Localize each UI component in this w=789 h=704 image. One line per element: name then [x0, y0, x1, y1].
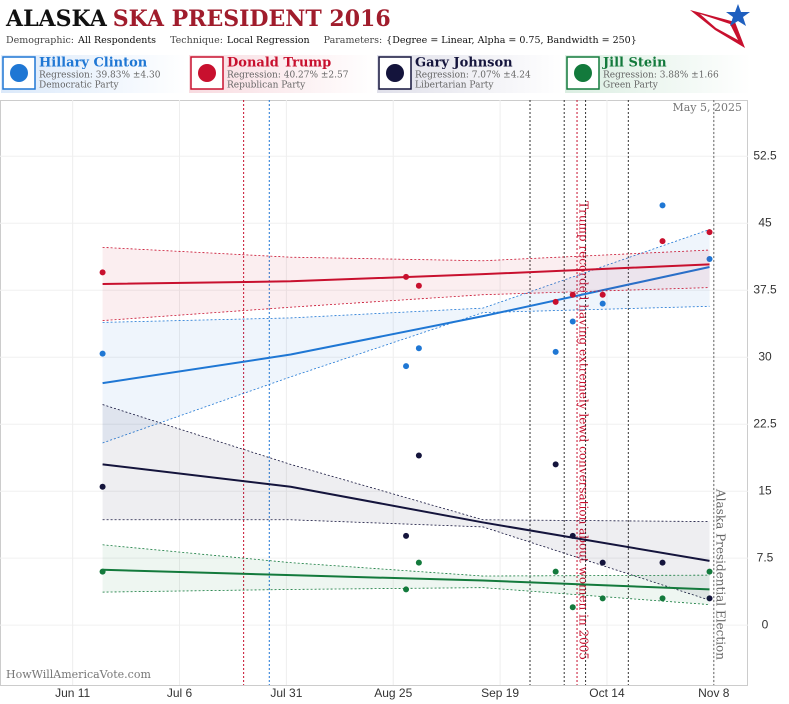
x-tick-label: Jun 11: [55, 686, 90, 700]
legend-regression: Regression: 39.83% ±4.30: [39, 71, 161, 81]
meta: Demographic: All Respondents Technique: Loc…: [6, 35, 637, 46]
x-tick-label: Nov 8: [698, 686, 730, 700]
confidence-band: [102, 247, 710, 321]
title-bold: ALASKA: [5, 6, 108, 32]
poll-point: [415, 282, 422, 289]
poll-point: [403, 532, 410, 539]
legend-icon-glyph: [198, 64, 216, 82]
poll-point: [659, 559, 666, 566]
poll-point: [552, 568, 559, 575]
plot-frame: [0, 100, 748, 686]
poll-point: [99, 483, 106, 490]
poll-point: [599, 559, 606, 566]
band-lower: [102, 287, 710, 322]
legend-regression: Regression: 7.07% ±4.24: [415, 71, 531, 81]
legend-name: Gary Johnson: [415, 56, 513, 71]
poll-point: [706, 255, 713, 262]
band-lower: [102, 305, 710, 444]
legend-party: Libertarian Party: [415, 81, 494, 91]
legend-name: Donald Trump: [227, 56, 331, 71]
meta-value: Local Regression: [227, 35, 310, 46]
legend-regression: Regression: 40.27% ±2.57: [227, 71, 349, 81]
poll-point: [706, 595, 713, 602]
y-tick-label: 0: [762, 617, 769, 631]
confidence-band: [102, 404, 710, 601]
poll-point: [569, 318, 576, 325]
band-upper: [102, 544, 710, 577]
poll-point: [599, 595, 606, 602]
poll-point: [569, 604, 576, 611]
event-label: Alaska Presidential Election: [713, 488, 727, 660]
date-stamp: May 5, 2025: [672, 101, 742, 114]
y-tick-label: 45: [758, 215, 772, 229]
regression-line: [102, 266, 710, 385]
legend-party: Green Party: [603, 81, 659, 91]
y-tick-label: 30: [758, 349, 772, 363]
x-tick-label: Jul 6: [167, 686, 193, 700]
regression-line: [102, 568, 710, 591]
footer: HowWillAmericaVote.com: [6, 668, 151, 681]
meta-value: {Degree = Linear, Alpha = 0.75, Bandwidt…: [386, 35, 637, 46]
x-tick-label: Jul 31: [270, 686, 302, 700]
poll-point: [99, 269, 106, 276]
poll-point: [659, 595, 666, 602]
meta-line: Demographic: All Respondents Technique: Loc…: [6, 35, 637, 46]
y-tick-label: 7.5: [757, 550, 774, 564]
poll-point: [415, 452, 422, 459]
poll-point: [659, 202, 666, 209]
poll-point: [569, 532, 576, 539]
y-tick-label: 22.5: [753, 416, 777, 430]
legend-regression: Regression: 3.88% ±1.66: [603, 71, 719, 81]
poll-point: [569, 291, 576, 298]
regression-line: [102, 463, 710, 562]
confidence-band: [102, 544, 710, 605]
poll-point: [599, 291, 606, 298]
band-upper: [102, 404, 710, 522]
meta-label: Parameters:: [324, 35, 383, 46]
logo: [690, 4, 750, 48]
band-lower: [102, 587, 710, 606]
poll-point: [706, 568, 713, 575]
legend-icon-glyph: [574, 64, 592, 82]
poll-point: [415, 559, 422, 566]
poll-point: [552, 348, 559, 355]
poll-point: [403, 273, 410, 280]
poll-point: [706, 229, 713, 236]
legend-party: Republican Party: [227, 81, 306, 91]
meta-value: All Respondents: [77, 35, 156, 46]
poll-point: [552, 298, 559, 305]
band-upper: [102, 246, 710, 262]
x-tick-label: Oct 14: [589, 686, 625, 700]
regression-line: [102, 263, 710, 285]
poll-point: [99, 568, 106, 575]
title: ALASKA SKA PRESIDENT 2016: [5, 6, 391, 32]
legend-name: Hillary Clinton: [39, 56, 148, 71]
legend-icon-glyph: [10, 64, 28, 82]
y-tick-label: 15: [758, 483, 772, 497]
legend-icon-glyph: [386, 64, 404, 82]
band-lower: [102, 519, 710, 601]
x-tick-label: Aug 25: [374, 686, 412, 700]
poll-point: [552, 461, 559, 468]
x-tick-label: Sep 19: [481, 686, 519, 700]
event-label: Trump recorded having extremely lewd con…: [577, 201, 591, 660]
poll-point: [659, 238, 666, 245]
legend-name: Jill Stein: [602, 56, 667, 71]
poll-point: [415, 345, 422, 352]
y-tick-label: 37.5: [753, 282, 777, 296]
plot: 0 7.5 15 22.5 30 37.5 45 52.5 Jun 11 Jul 6 Jul 31 A…: [0, 100, 777, 700]
poll-point: [403, 586, 410, 593]
poll-point: [99, 350, 106, 357]
poll-point: [403, 363, 410, 370]
meta-label: Technique:: [170, 35, 223, 46]
y-tick-label: 52.5: [753, 148, 777, 162]
poll-point: [599, 300, 606, 307]
title-rest: SKA PRESIDENT 2016: [113, 6, 391, 32]
legend-party: Democratic Party: [39, 81, 120, 91]
meta-label: Demographic:: [6, 35, 74, 46]
